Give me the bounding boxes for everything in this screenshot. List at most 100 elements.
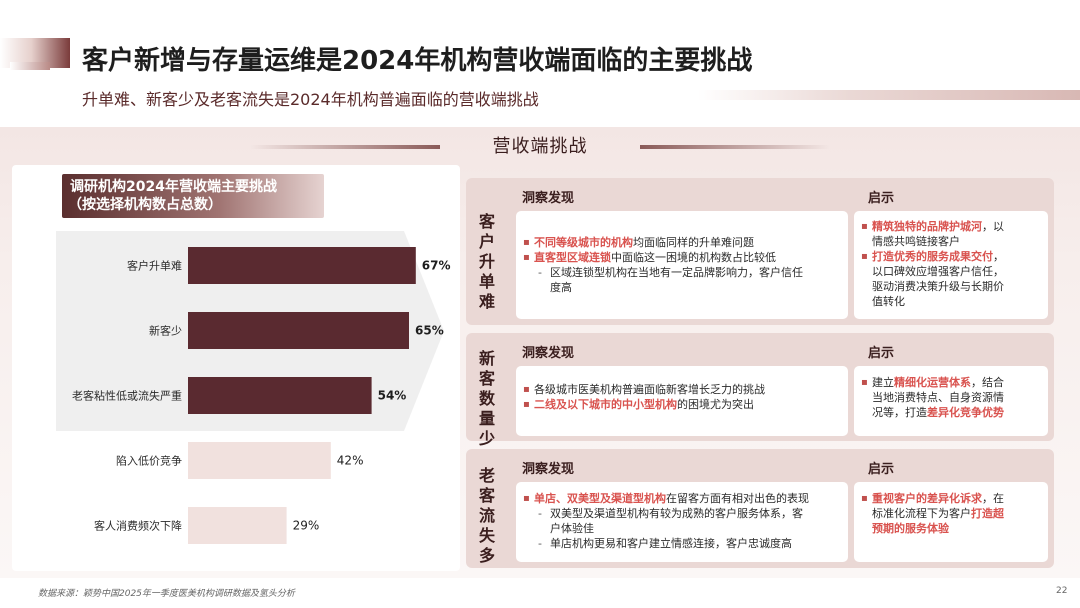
body-text: ，以: [982, 220, 1004, 233]
body-text: 以口碑效应增强客户信任，: [872, 265, 1004, 278]
bar: [188, 247, 416, 284]
value-label: 42%: [337, 454, 364, 468]
tip-label: 启示: [868, 462, 895, 477]
body-text: 中面临这一困境的机构数占比较低: [611, 251, 776, 264]
insight-line: 二线及以下城市的中小型机构的困境尤为突出: [523, 397, 754, 412]
insight-line: 不同等级城市的机构均面临同样的升单难问题: [523, 235, 754, 250]
insight-line: 标准化流程下为客户打造超: [872, 506, 1004, 521]
insight-line: 值转化: [872, 294, 905, 309]
insight-line: 直客型区域连锁中面临这一困境的机构数占比较低: [523, 250, 776, 265]
insight-line: 单店机构更易和客户建立情感连接，客户忠诚度高: [538, 536, 792, 551]
value-label: 67%: [422, 259, 451, 273]
bar-chart: 客户升单难 67% 新客少 65% 老客粘性低或流失严重 54% 陷入低价竞争 42% 客人消费…: [56, 231, 451, 544]
card-heading-char: 量: [478, 409, 495, 428]
body-text: 单店机构更易和客户建立情感连接，客户忠诚度高: [550, 537, 792, 550]
section-title-line-left: [250, 145, 440, 149]
tip-label: 启示: [868, 346, 895, 361]
insight-line: 区域连锁型机构在当地有一定品牌影响力，客户信任: [538, 265, 803, 280]
body-text: 双美型及渠道型机构有较为成熟的客户服务体系，客: [550, 507, 803, 520]
card-heading-char: 少: [478, 429, 495, 448]
insight-box: 单店、双美型及渠道型机构在留客方面有相对出色的表现双美型及渠道型机构有较为成熟的…: [516, 482, 848, 562]
category-label: 老客粘性低或流失严重: [72, 389, 182, 403]
insight-line: 建立精细化运营体系，结合: [861, 375, 1004, 390]
card-heading-char: 多: [478, 546, 495, 565]
insight-label: 洞察发现: [522, 346, 575, 361]
insight-line: 预期的服务体验: [872, 521, 949, 536]
body-text: 建立: [872, 376, 894, 389]
insight-line: 单店、双美型及渠道型机构在留客方面有相对出色的表现: [523, 491, 809, 506]
body-text: 户体验佳: [550, 522, 594, 535]
highlight-text: 差异化竞争优势: [927, 406, 1004, 419]
challenge-card: 新客数量少洞察发现启示各级城市医美机构普遍面临新客增长乏力的挑战二线及以下城市的…: [466, 333, 1054, 448]
card-heading-char: 客: [478, 486, 495, 505]
insight-line: 各级城市医美机构普遍面临新客增长乏力的挑战: [523, 382, 765, 397]
card-heading-char: 客: [478, 212, 495, 231]
body-text: 的困境尤为突出: [677, 398, 754, 411]
category-label: 新客少: [149, 324, 182, 338]
highlight-text: 预期的服务体验: [872, 522, 949, 535]
body-text: ，结合: [971, 376, 1004, 389]
bar: [188, 377, 372, 414]
card-heading-char: 升: [478, 252, 495, 271]
value-label: 65%: [415, 324, 444, 338]
highlight-text: 重视客户的差异化诉求: [872, 492, 982, 505]
data-source-note: 数据来源：颖势中国2025年一季度医美机构调研数据及氢头分析: [38, 589, 295, 599]
page-number: 22: [1056, 586, 1068, 596]
body-text: 在留客方面有相对出色的表现: [666, 492, 809, 505]
page-title: 客户新增与存量运维是2024年机构营收端面临的主要挑战: [82, 46, 753, 76]
subtitle-accent-bar: [698, 90, 1080, 100]
insight-line: 情感共鸣链接客户: [872, 234, 960, 249]
card-heading-char: 数: [478, 389, 495, 408]
card-heading: 老客流失多: [466, 449, 508, 568]
chart-panel: 客户升单难 67% 新客少 65% 老客粘性低或流失严重 54% 陷入低价竞争 42% 客人消费…: [12, 165, 460, 571]
body-text: 当地消费特点、自身资源情: [872, 391, 1004, 404]
insight-line: 打造优秀的服务成果交付，: [861, 249, 1004, 264]
card-heading-char: 老: [478, 466, 495, 485]
bar: [188, 442, 331, 479]
section-title: 营收端挑战: [492, 136, 588, 157]
chart-subtitle: （按选择机构数占总数）: [68, 197, 222, 213]
body-text: 标准化流程下为客户: [872, 507, 971, 520]
card-heading-char: 客: [478, 369, 495, 388]
bar: [188, 312, 409, 349]
body-text: ，: [993, 250, 1004, 263]
insight-line: 户体验佳: [550, 521, 594, 536]
card-heading-char: 新: [478, 349, 495, 368]
highlight-text: 打造优秀的服务成果交付: [872, 250, 993, 263]
highlight-text: 单店、双美型及渠道型机构: [534, 492, 666, 505]
insight-line: 度高: [550, 280, 572, 295]
insight-line: 驱动消费决策升级与长期价: [872, 279, 1004, 294]
insight-line: 况等，打造差异化竞争优势: [872, 405, 1004, 420]
card-heading-char: 难: [478, 292, 495, 311]
chart-title: 调研机构2024年营收端主要挑战: [70, 179, 277, 195]
card-heading: 新客数量少: [466, 333, 508, 448]
value-label: 29%: [293, 519, 320, 533]
body-text: 区域连锁型机构在当地有一定品牌影响力，客户信任: [550, 266, 803, 279]
insight-line: 重视客户的差异化诉求，在: [861, 491, 1004, 506]
tip-box: 精筑独特的品牌护城河，以情感共鸣链接客户打造优秀的服务成果交付，以口碑效应增强客…: [854, 211, 1048, 319]
body-text: 均面临同样的升单难问题: [633, 236, 754, 249]
insight-box: 不同等级城市的机构均面临同样的升单难问题直客型区域连锁中面临这一困境的机构数占比…: [516, 211, 848, 319]
highlight-text: 精筑独特的品牌护城河: [872, 220, 982, 233]
insight-line: 精筑独特的品牌护城河，以: [861, 219, 1004, 234]
section-title-line-right: [640, 145, 830, 149]
insight-label: 洞察发现: [522, 191, 575, 206]
value-label: 54%: [378, 389, 407, 403]
body-text: 值转化: [872, 295, 905, 308]
category-label: 客户升单难: [127, 259, 182, 273]
tip-label: 启示: [868, 191, 895, 206]
bar: [188, 507, 287, 544]
card-heading-char: 单: [478, 272, 495, 291]
card-heading-char: 户: [478, 232, 495, 251]
body-text: 况等，打造: [872, 406, 927, 419]
card-heading-char: 失: [478, 526, 495, 545]
highlight-text: 直客型区域连锁: [534, 251, 611, 264]
chart-title-box: 调研机构2024年营收端主要挑战 （按选择机构数占总数）: [62, 174, 324, 218]
insight-line: 当地消费特点、自身资源情: [872, 390, 1004, 405]
body-text: 情感共鸣链接客户: [872, 235, 960, 248]
insight-line: 以口碑效应增强客户信任，: [872, 264, 1004, 279]
body-text: 驱动消费决策升级与长期价: [872, 280, 1004, 293]
body-text: ，在: [982, 492, 1004, 505]
card-heading: 客户升单难: [466, 178, 508, 325]
